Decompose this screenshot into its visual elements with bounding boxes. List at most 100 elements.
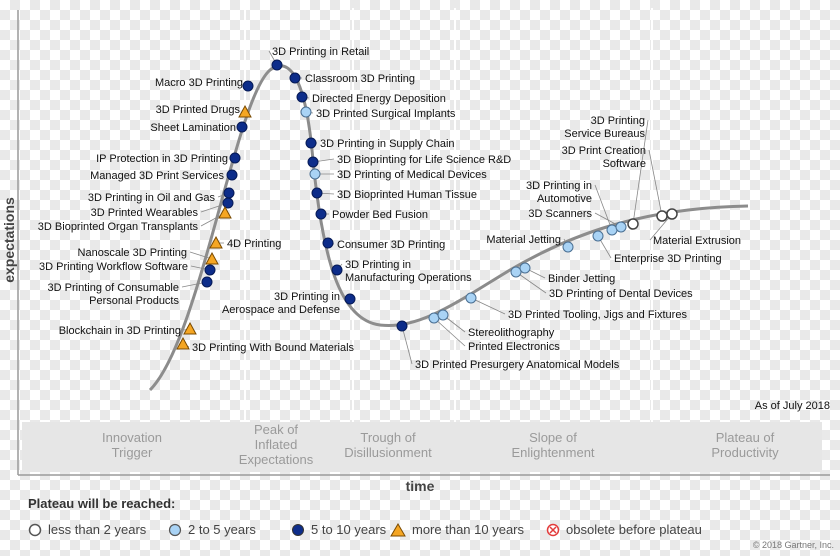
technology-label: Material Jetting [486, 234, 561, 246]
marker-light-circle-icon [520, 263, 530, 273]
technology-marker-group: 3D Printing With Bound Materials [177, 338, 355, 354]
technology-label: 3D Printing in [274, 291, 340, 303]
copyright: © 2018 Gartner, Inc. [753, 540, 834, 550]
marker-dark-circle-icon [332, 265, 342, 275]
technology-label: Macro 3D Printing [155, 77, 243, 89]
phase-label: Slope of [529, 430, 577, 445]
legend-item-lt2: less than 2 years [28, 522, 146, 537]
marker-dark-circle-icon [237, 122, 247, 132]
technology-label: 3D Bioprinting for Life Science R&D [337, 154, 511, 166]
technology-label: 3D Bioprinted Human Tissue [337, 189, 477, 201]
technology-label: Automotive [537, 193, 592, 205]
marker-light-circle-icon [301, 107, 311, 117]
marker-light-circle-icon [593, 231, 603, 241]
technology-label: 3D Printed Presurgery Anatomical Models [415, 359, 620, 371]
leader-line [190, 252, 212, 259]
marker-light-circle-icon [438, 310, 448, 320]
marker-light-circle-icon [616, 222, 626, 232]
technology-label: 3D Printing in Retail [272, 46, 369, 58]
marker-light-circle-icon [511, 267, 521, 277]
technology-label: Enterprise 3D Printing [614, 253, 722, 265]
technology-label: Software [603, 158, 646, 170]
technology-label: 3D Printing in [526, 180, 592, 192]
technology-marker-group: 3D Printing of Medical Devices [310, 169, 487, 181]
marker-dark-circle-icon [224, 188, 234, 198]
leader-line [471, 298, 505, 314]
technology-label: 3D Printing of Medical Devices [337, 169, 487, 181]
leader-line [649, 150, 662, 216]
technology-label: Powder Bed Fusion [332, 209, 428, 221]
technology-label: Personal Products [89, 295, 179, 307]
y-axis-label: expectations [1, 197, 17, 283]
technology-marker-group: 3D Printing Workflow Software [39, 261, 215, 275]
legend-label: obsolete before plateau [566, 522, 702, 537]
marker-dark-circle-icon [202, 277, 212, 287]
technology-marker-group: 3D Bioprinted Human Tissue [312, 188, 477, 201]
marker-dark-circle-icon [297, 92, 307, 102]
technology-label: Directed Energy Deposition [312, 93, 446, 105]
technology-marker-group: IP Protection in 3D Printing [96, 153, 240, 165]
phase-label: Expectations [239, 452, 314, 467]
technology-marker-group: Material Jetting [486, 234, 573, 252]
marker-dark-circle-icon [308, 157, 318, 167]
leader-line [595, 185, 612, 230]
marker-dark-circle-icon [243, 81, 253, 91]
marker-dark-circle-icon [272, 60, 282, 70]
technology-label: 3D Printing in Oil and Gas [88, 192, 216, 204]
technology-label: 3D Printed Wearables [91, 207, 199, 219]
technology-label: Manufacturing Operations [345, 272, 472, 284]
technology-label: 3D Printing of Consumable [48, 282, 179, 294]
technology-marker-group: Sheet Lamination [150, 122, 247, 134]
x-axis-label: time [406, 478, 435, 494]
technology-marker-group: Managed 3D Print Services [90, 170, 237, 182]
marker-dark-circle-icon [290, 73, 300, 83]
marker-dark-circle-icon [323, 238, 333, 248]
technology-layer: 3D Printing in Retail Macro 3D Printing Cl… [38, 46, 741, 371]
phase-label: Plateau of [716, 430, 775, 445]
phase-label: Trigger [112, 445, 153, 460]
marker-open-circle-icon [657, 211, 667, 221]
marker-dark-circle-icon [316, 209, 326, 219]
technology-label: 3D Printing [591, 115, 645, 127]
technology-label: 3D Printed Surgical Implants [316, 108, 456, 120]
marker-dark-circle-icon [205, 265, 215, 275]
legend-label: less than 2 years [48, 522, 146, 537]
legend-label: 2 to 5 years [188, 522, 256, 537]
marker-light-circle-icon [466, 293, 476, 303]
technology-label: Aerospace and Defense [222, 304, 340, 316]
technology-label: Managed 3D Print Services [90, 170, 224, 182]
legend-marker-lt2 [28, 523, 42, 537]
technology-label: 3D Scanners [528, 208, 592, 220]
phase-label: Enlightenment [511, 445, 594, 460]
technology-label: Blockchain in 3D Printing [59, 325, 181, 337]
technology-marker-group: 3D Printing in Supply Chain [306, 138, 455, 150]
technology-label: Service Bureaus [564, 128, 645, 140]
technology-marker-group: Consumer 3D Printing [323, 238, 445, 251]
technology-marker-group: Powder Bed Fusion [316, 209, 428, 221]
technology-marker-group: Binder Jetting [520, 263, 615, 285]
marker-dark-circle-icon [306, 138, 316, 148]
legend-marker-2to5 [168, 523, 182, 537]
technology-label: Classroom 3D Printing [305, 73, 415, 85]
legend-item-2to5: 2 to 5 years [168, 522, 256, 537]
technology-label: 3D Printing in [345, 259, 411, 271]
technology-label: Material Extrusion [653, 235, 741, 247]
marker-dark-circle-icon [345, 294, 355, 304]
marker-dark-circle-icon [312, 188, 322, 198]
legend-item-obsolete: obsolete before plateau [546, 522, 702, 537]
legend-title: Plateau will be reached: [28, 496, 175, 511]
phase-label: Innovation [102, 430, 162, 445]
technology-label: Stereolithography [468, 327, 555, 339]
legend-item-gt10: more than 10 years [390, 522, 524, 537]
marker-light-circle-icon [563, 242, 573, 252]
technology-marker-group: 3D Printed Drugs [156, 104, 251, 117]
technology-marker-group: 3D Bioprinting for Life Science R&D [308, 154, 511, 167]
marker-dark-circle-icon [223, 198, 233, 208]
technology-marker-group: 4D Printing [210, 237, 281, 250]
legend-marker-obsolete [546, 523, 560, 537]
phase-label: Peak of [254, 422, 298, 437]
technology-marker-group: Macro 3D Printing [155, 77, 253, 91]
legend-marker-gt10 [390, 523, 406, 537]
